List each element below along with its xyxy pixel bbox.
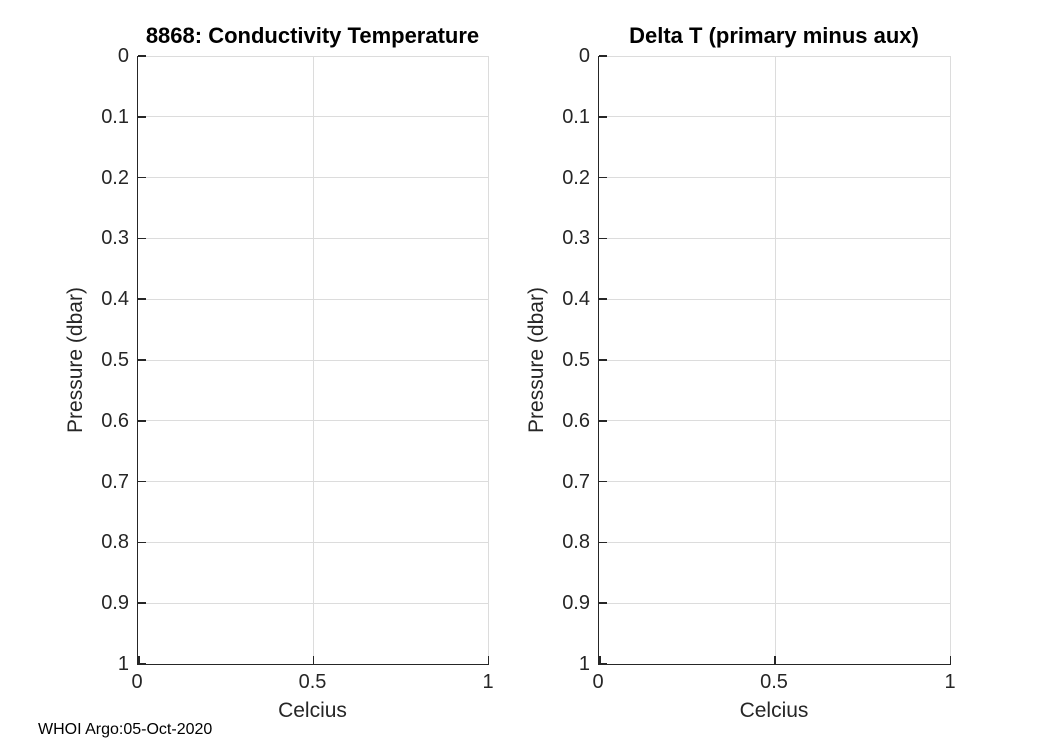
grid-line-horizontal [599, 237, 951, 239]
grid-line-horizontal [599, 420, 951, 422]
grid-line-horizontal [138, 359, 489, 361]
x-tick-label: 0.5 [760, 671, 788, 693]
y-tick-mark [138, 420, 146, 422]
grid-line-vertical [488, 56, 489, 664]
y-tick-label: 0 [578, 45, 590, 67]
y-tick-label: 0.7 [101, 470, 129, 493]
grid-line-horizontal [599, 56, 951, 57]
y-tick-label: 0 [117, 45, 129, 67]
y-tick-label: 0.6 [101, 409, 129, 432]
y-axis-label: Pressure (dbar) [525, 287, 548, 433]
y-tick-mark [138, 298, 146, 300]
y-tick-label: 0.7 [562, 470, 590, 493]
y-tick-label: 0.4 [562, 288, 590, 311]
grid-line-horizontal [599, 602, 951, 604]
y-tick-mark [138, 237, 146, 240]
y-tick-label: 0.2 [562, 166, 590, 189]
y-tick-label: 0.1 [562, 105, 590, 128]
grid-line-horizontal [138, 237, 489, 239]
y-tick-mark [599, 541, 607, 544]
x-tick-label: 0 [592, 671, 604, 693]
y-tick-label: 1 [578, 653, 590, 675]
y-tick-label: 0.9 [562, 592, 590, 615]
y-tick-mark [599, 420, 607, 422]
y-tick-mark [599, 359, 607, 361]
y-tick-label: 0.8 [101, 531, 129, 554]
grid-line-horizontal [599, 481, 951, 483]
y-tick-mark [138, 662, 146, 664]
grid-line-horizontal [599, 541, 951, 543]
y-tick-label: 0.5 [562, 349, 590, 371]
y-tick-label: 0.5 [101, 349, 129, 371]
x-tick-mark [949, 656, 951, 664]
grid-line-horizontal [599, 359, 951, 361]
x-tick-mark [774, 656, 776, 664]
y-tick-label: 1 [117, 653, 129, 675]
footer-annotation: WHOI Argo:05-Oct-2020 [38, 721, 213, 738]
y-tick-label: 0.2 [101, 166, 129, 189]
grid-line-horizontal [138, 177, 489, 179]
plot-area [137, 55, 489, 665]
x-tick-label: 1 [944, 671, 956, 693]
y-tick-mark [138, 359, 146, 361]
y-tick-label: 0.6 [562, 409, 590, 432]
grid-line-horizontal [599, 298, 951, 300]
y-tick-mark [138, 541, 146, 544]
plot-area [598, 55, 951, 665]
grid-line-horizontal [599, 177, 951, 179]
grid-line-horizontal [138, 541, 489, 543]
y-tick-label: 0.1 [101, 105, 129, 128]
x-tick-mark [487, 656, 489, 664]
x-tick-mark [138, 656, 140, 664]
grid-line-horizontal [138, 298, 489, 300]
y-tick-label: 0.3 [101, 227, 129, 250]
grid-line-vertical [313, 56, 314, 664]
y-tick-mark [599, 602, 607, 604]
grid-line-vertical [774, 56, 776, 664]
y-tick-mark [599, 176, 607, 179]
y-tick-label: 0.4 [101, 288, 129, 311]
grid-line-horizontal [138, 420, 489, 422]
y-tick-mark [138, 602, 146, 604]
x-axis-label: Celcius [739, 699, 809, 722]
y-tick-mark [138, 480, 146, 483]
y-tick-mark [599, 116, 607, 118]
grid-line-horizontal [138, 602, 489, 604]
x-tick-label: 1 [482, 671, 494, 693]
y-tick-mark [138, 55, 146, 57]
grid-line-horizontal [138, 56, 489, 57]
grid-line-horizontal [138, 116, 489, 118]
x-tick-label: 0.5 [298, 671, 327, 693]
x-tick-mark [599, 656, 601, 664]
y-tick-mark [599, 298, 607, 300]
y-tick-mark [599, 55, 607, 57]
y-tick-mark [599, 480, 607, 483]
y-tick-mark [138, 116, 146, 118]
grid-line-vertical [950, 56, 951, 664]
chart-title: 8868: Conductivity Temperature [145, 23, 480, 48]
y-tick-mark [599, 237, 607, 240]
grid-line-horizontal [138, 481, 489, 483]
x-tick-mark [312, 656, 315, 664]
grid-line-horizontal [599, 116, 951, 118]
y-tick-label: 0.3 [562, 227, 590, 250]
y-axis-label: Pressure (dbar) [64, 287, 87, 433]
y-tick-mark [599, 662, 607, 664]
y-tick-mark [138, 176, 146, 179]
chart-title: Delta T (primary minus aux) [629, 23, 919, 48]
y-tick-label: 0.8 [562, 531, 590, 554]
x-tick-label: 0 [131, 671, 143, 693]
y-tick-label: 0.9 [101, 592, 129, 615]
